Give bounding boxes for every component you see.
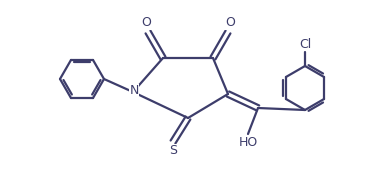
Text: N: N [129, 84, 139, 98]
Text: S: S [169, 144, 177, 157]
Text: O: O [141, 16, 151, 30]
Text: Cl: Cl [299, 38, 311, 50]
Text: O: O [225, 16, 235, 30]
Text: HO: HO [238, 137, 257, 149]
